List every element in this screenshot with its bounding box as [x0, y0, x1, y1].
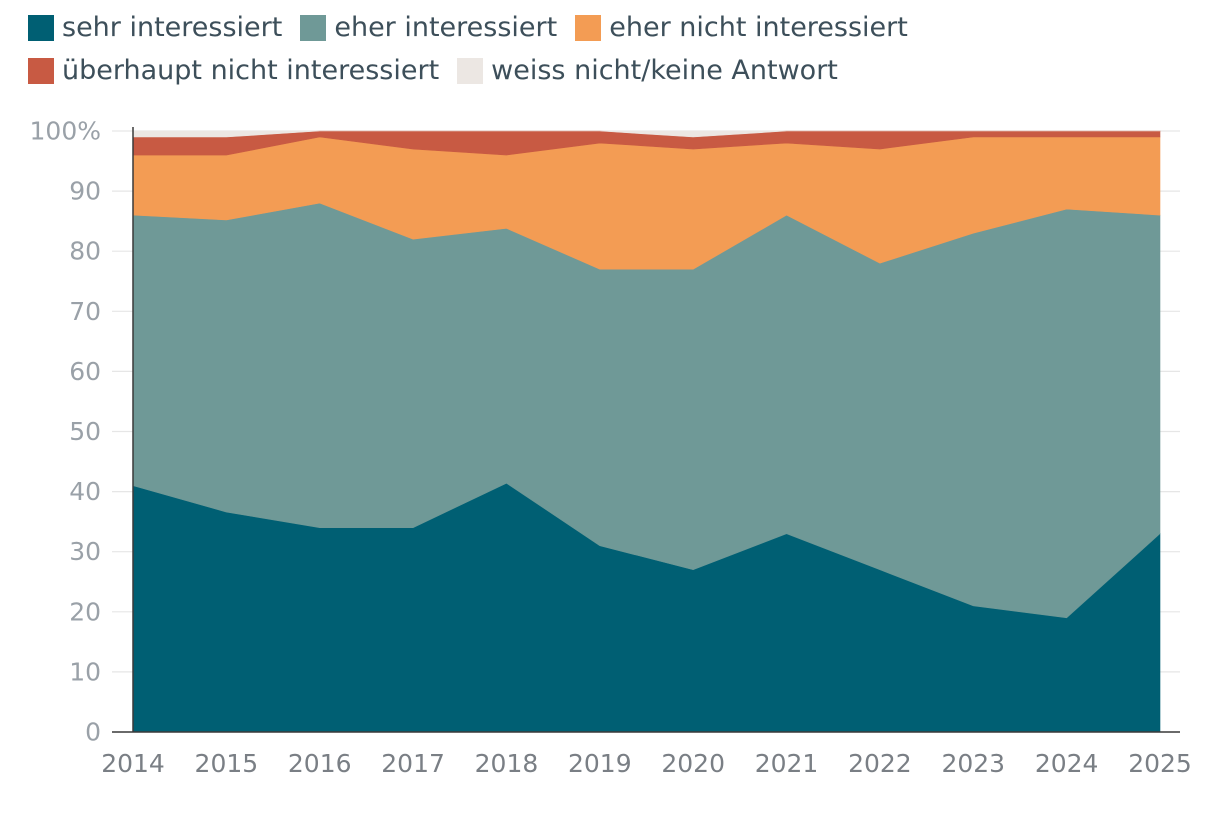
area-series [132, 130, 1161, 733]
legend-item-sehr-interessiert[interactable]: sehr interessiert [28, 12, 282, 43]
x-tick-label: 2016 [288, 749, 352, 778]
x-tick-label: 2018 [475, 749, 539, 778]
legend-swatch [28, 57, 54, 84]
legend-label: eher nicht interessiert [609, 12, 908, 43]
y-tick-label: 70 [69, 297, 101, 326]
legend-item-weiss-nicht[interactable]: weiss nicht/keine Antwort [457, 55, 838, 86]
x-tick-label: 2020 [661, 749, 725, 778]
area-series-4[interactable] [132, 130, 1160, 138]
legend-item-eher-interessiert[interactable]: eher interessiert [300, 12, 557, 43]
legend-swatch [300, 14, 327, 41]
x-tick-label: 2019 [568, 749, 632, 778]
x-tick-label: 2024 [1035, 749, 1099, 778]
legend-swatch [575, 14, 602, 41]
y-tick-label: 30 [69, 537, 101, 566]
x-tick-label: 2015 [195, 749, 259, 778]
y-tick-label: 20 [69, 597, 101, 626]
y-tick-label: 40 [69, 477, 101, 506]
y-tick-label: 50 [69, 417, 101, 446]
x-tick-label: 2023 [941, 749, 1005, 778]
legend-label: eher interessiert [334, 12, 558, 43]
x-tick-labels: 2014 2015 2016 2017 2018 2019 2020 2021 2022 2023… [101, 749, 1192, 778]
legend-label: sehr interessiert [62, 12, 283, 43]
y-tick-label: 10 [69, 657, 101, 686]
legend: sehr interessiert eher interessiert eher… [28, 12, 1188, 86]
x-tick-label: 2022 [848, 749, 912, 778]
legend-item-eher-nicht-interessiert[interactable]: eher nicht interessiert [575, 12, 908, 43]
x-tick-label: 2017 [381, 749, 445, 778]
legend-label: weiss nicht/keine Antwort [491, 55, 838, 86]
x-tick-label: 2021 [755, 749, 819, 778]
y-tick-labels: 0 10 20 30 40 50 60 70 80 90 100% [30, 117, 101, 747]
y-tick-label: 90 [69, 177, 101, 206]
y-tick-label: 0 [85, 718, 101, 747]
y-tick-label: 80 [69, 237, 101, 266]
legend-swatch [457, 57, 484, 84]
legend-swatch [28, 14, 54, 41]
x-tick-label: 2025 [1128, 749, 1192, 778]
legend-label: überhaupt nicht interessiert [62, 55, 440, 86]
legend-item-ueberhaupt-nicht-interessiert[interactable]: überhaupt nicht interessiert [28, 55, 439, 86]
y-tick-label: 100% [30, 117, 101, 146]
x-tick-label: 2014 [101, 749, 165, 778]
axes [112, 127, 1180, 733]
y-tick-label: 60 [69, 357, 101, 386]
